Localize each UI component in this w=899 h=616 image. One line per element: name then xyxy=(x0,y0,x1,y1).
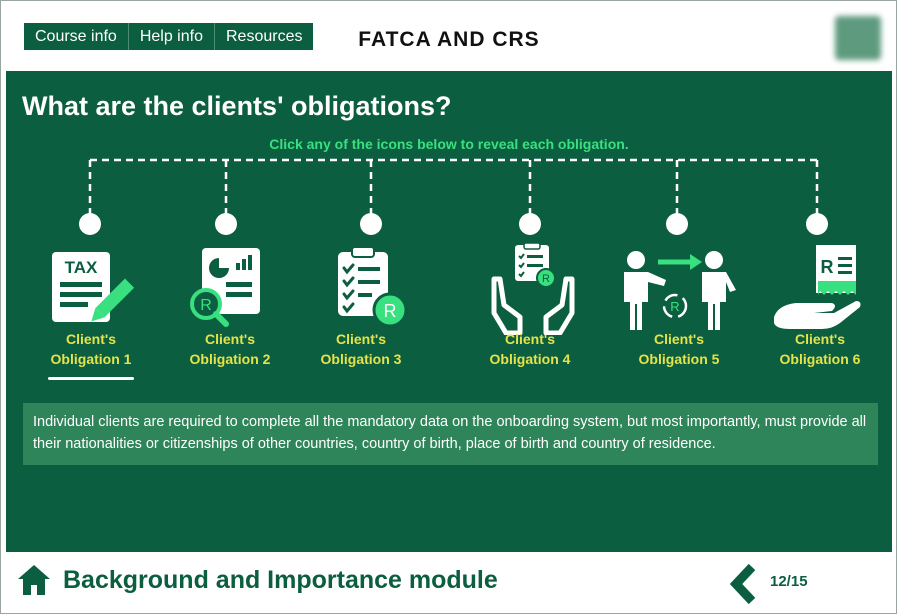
connector-node xyxy=(806,213,828,235)
help-info-button[interactable]: Help info xyxy=(129,23,215,50)
obligation-3-line2: Obligation 3 xyxy=(320,351,402,367)
obligation-6-line1: Client's xyxy=(794,331,845,347)
page-heading: What are the clients' obligations? xyxy=(22,91,452,121)
obligation-description: Individual clients are required to compl… xyxy=(23,403,878,465)
connector-node xyxy=(360,213,382,235)
header-bar: Course info Help info Resources FATCA AN… xyxy=(6,6,892,70)
obligation-3-label[interactable]: Client's Obligation 3 xyxy=(291,329,431,369)
module-title: Background and Importance module xyxy=(63,566,498,594)
page-counter: 12/15 xyxy=(770,573,808,590)
course-info-button[interactable]: Course info xyxy=(24,23,129,50)
connector-node xyxy=(666,213,688,235)
company-logo xyxy=(835,16,881,60)
back-arrow-icon[interactable] xyxy=(728,563,760,605)
obligation-6-label[interactable]: Client's Obligation 6 xyxy=(750,329,890,369)
obligation-2-line1: Client's xyxy=(204,331,255,347)
obligation-1-line2: Obligation 1 xyxy=(50,351,132,367)
obligation-4-line2: Obligation 4 xyxy=(489,351,571,367)
svg-text:TAX: TAX xyxy=(65,258,98,277)
checklist-clipboard-icon[interactable]: R xyxy=(332,246,418,332)
resources-button[interactable]: Resources xyxy=(225,28,303,45)
obligation-4-line1: Client's xyxy=(504,331,555,347)
svg-text:R: R xyxy=(384,301,397,321)
obligation-4-label[interactable]: Client's Obligation 4 xyxy=(460,329,600,369)
connector-node xyxy=(519,213,541,235)
people-exchange-icon[interactable]: R xyxy=(614,246,740,332)
svg-text:R: R xyxy=(200,297,212,314)
obligation-5-line2: Obligation 5 xyxy=(638,351,720,367)
obligation-2-label[interactable]: Client's Obligation 2 xyxy=(160,329,300,369)
main-panel: What are the clients' obligations? Click… xyxy=(6,71,892,552)
course-title: FATCA AND CRS xyxy=(358,28,540,51)
obligation-6-line2: Obligation 6 xyxy=(779,351,861,367)
svg-text:R: R xyxy=(542,273,550,285)
connector-node xyxy=(79,213,101,235)
obligation-3-line1: Client's xyxy=(335,331,386,347)
obligation-1-line1: Client's xyxy=(65,331,116,347)
tax-form-pencil-icon[interactable]: TAX xyxy=(48,246,134,332)
obligation-5-label[interactable]: Client's Obligation 5 xyxy=(609,329,749,369)
home-icon[interactable] xyxy=(16,563,52,597)
hands-holding-clipboard-icon[interactable]: R xyxy=(490,243,576,335)
top-nav: Course info Help info Resources xyxy=(24,23,314,50)
document-chart-magnifier-icon[interactable]: R xyxy=(186,246,272,332)
obligation-2-line2: Obligation 2 xyxy=(189,351,271,367)
instruction-text: Click any of the icons below to reveal e… xyxy=(269,136,629,152)
connector-tree xyxy=(79,158,828,235)
hand-receipt-icon[interactable]: R xyxy=(772,243,862,335)
connector-node xyxy=(215,213,237,235)
selected-underline xyxy=(48,377,134,380)
svg-text:R: R xyxy=(821,257,834,277)
obligation-1-label[interactable]: Client's Obligation 1 xyxy=(21,329,161,380)
footer-bar: Background and Importance module 12/15 xyxy=(6,553,892,609)
svg-text:R: R xyxy=(670,299,679,314)
obligation-5-line1: Client's xyxy=(653,331,704,347)
